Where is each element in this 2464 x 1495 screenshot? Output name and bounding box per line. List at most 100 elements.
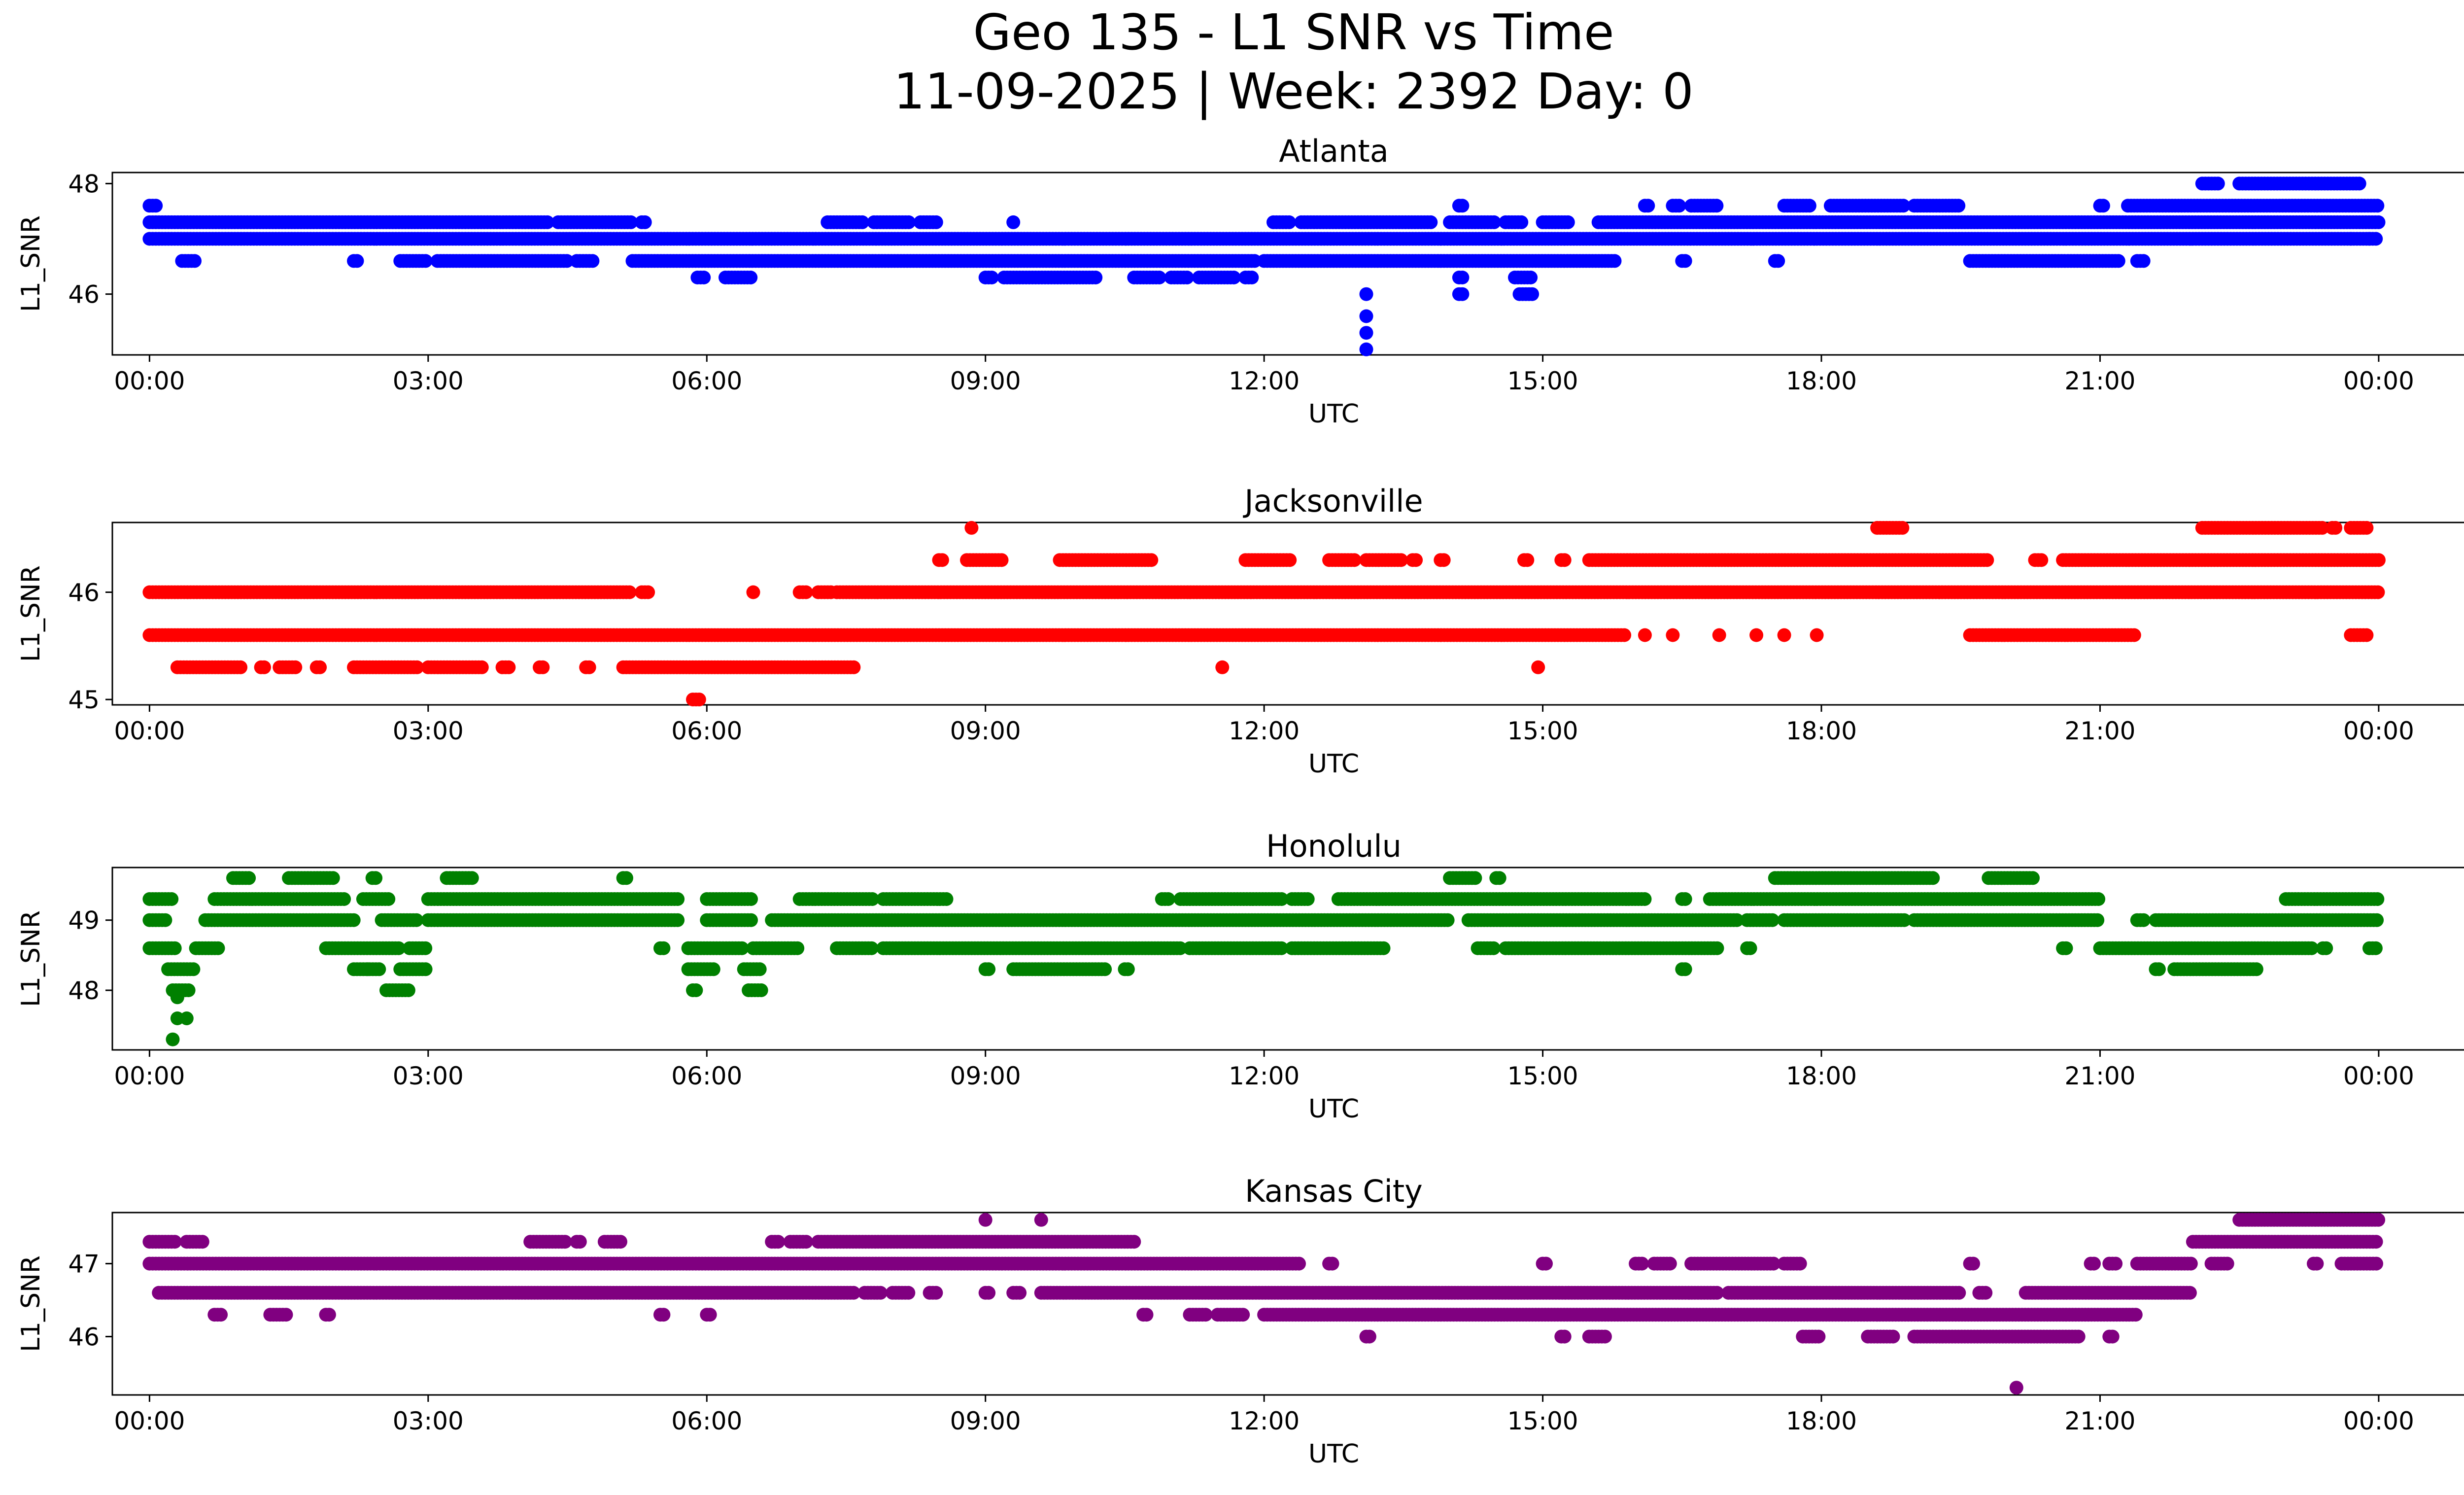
data-point (1089, 271, 1102, 284)
data-point (744, 913, 758, 927)
x-tick-label: 06:00 (671, 367, 742, 395)
data-point (2090, 913, 2104, 927)
x-tick-label: 15:00 (1507, 717, 1578, 745)
data-point (697, 271, 711, 284)
data-series-honolulu (142, 871, 2384, 1046)
data-point (288, 661, 302, 674)
data-point (1672, 199, 1686, 212)
data-point (671, 892, 684, 906)
data-point (847, 661, 860, 674)
y-tick-label: 46 (68, 578, 100, 607)
data-point (1524, 271, 1538, 284)
axes-frame (112, 522, 2464, 705)
data-point (1360, 343, 1373, 356)
data-point (2211, 176, 2225, 190)
data-point (2370, 892, 2384, 906)
data-point (1455, 199, 1469, 212)
data-point (1283, 553, 1297, 567)
data-point (1153, 271, 1166, 284)
data-point (1951, 199, 1965, 212)
data-point (656, 941, 670, 955)
x-tick-label: 03:00 (393, 717, 464, 745)
data-point (1641, 199, 1655, 212)
data-point (1245, 271, 1259, 284)
y-tick-label: 49 (68, 906, 100, 935)
data-point (1215, 661, 1229, 674)
data-point (347, 913, 361, 927)
y-axis-label: L1_SNR (16, 215, 46, 312)
data-point (418, 941, 432, 955)
data-point (350, 254, 364, 268)
data-point (1558, 553, 1572, 567)
x-tick-label: 06:00 (671, 1062, 742, 1090)
data-point (1514, 215, 1528, 229)
data-point (2328, 521, 2342, 535)
figure-title-line1: Geo 135 - L1 SNR vs Time (973, 3, 1614, 61)
x-tick-label: 21:00 (2064, 367, 2135, 395)
data-point (1678, 892, 1692, 906)
data-point (2360, 628, 2373, 642)
data-point (1301, 892, 1315, 906)
y-tick-label: 46 (68, 280, 100, 309)
data-point (165, 892, 178, 906)
x-tick-label: 06:00 (671, 717, 742, 745)
data-point (149, 199, 163, 212)
data-point (671, 913, 684, 927)
data-point (1360, 287, 1373, 301)
x-axis-label: UTC (1308, 749, 1359, 779)
data-point (2371, 586, 2385, 599)
data-point (585, 254, 599, 268)
subplot-atlanta: Atlanta00:0003:0006:0009:0012:0015:0018:… (16, 133, 2464, 429)
data-point (623, 586, 637, 599)
data-point (747, 586, 760, 599)
data-point (1678, 254, 1692, 268)
data-point (692, 693, 706, 706)
data-point (985, 271, 999, 284)
y-tick-label: 48 (68, 170, 100, 198)
data-point (1561, 215, 1575, 229)
subplot-jacksonville: Jacksonville00:0003:0006:0009:0012:0015:… (16, 483, 2464, 779)
data-point (313, 661, 327, 674)
data-point (188, 254, 202, 268)
data-point (935, 553, 949, 567)
data-point (1455, 271, 1469, 284)
data-point (638, 215, 652, 229)
data-point (2372, 215, 2386, 229)
data-series-atlanta (142, 176, 2385, 356)
data-point (2112, 254, 2125, 268)
data-point (1006, 215, 1020, 229)
data-point (2096, 199, 2110, 212)
data-point (2370, 199, 2384, 212)
x-tick-label: 09:00 (950, 717, 1021, 745)
data-point (337, 892, 351, 906)
data-point (2344, 232, 2358, 246)
data-point (158, 913, 172, 927)
data-point (1638, 892, 1652, 906)
data-point (257, 661, 271, 674)
x-tick-label: 12:00 (1229, 717, 1300, 745)
x-tick-label: 18:00 (1786, 1062, 1857, 1090)
data-point (1347, 553, 1361, 567)
data-point (2370, 913, 2384, 927)
data-point (744, 271, 757, 284)
data-point (475, 661, 489, 674)
data-point (1803, 199, 1816, 212)
data-point (2137, 254, 2151, 268)
data-point (1441, 913, 1455, 927)
x-tick-label: 00:00 (114, 717, 185, 745)
x-tick-label: 21:00 (2064, 1062, 2135, 1090)
data-point (1455, 287, 1469, 301)
data-series-jacksonville (142, 521, 2386, 706)
data-point (1771, 254, 1785, 268)
data-point (1778, 628, 1791, 642)
data-point (1360, 310, 1373, 323)
data-point (211, 941, 225, 955)
data-point (1749, 628, 1763, 642)
data-point (1712, 628, 1726, 642)
data-point (2091, 892, 2105, 906)
y-tick-label: 45 (68, 686, 100, 714)
y-axis-label: L1_SNR (16, 565, 46, 662)
x-axis-label: UTC (1308, 1094, 1359, 1124)
data-point (2034, 553, 2048, 567)
x-tick-label: 00:00 (2343, 367, 2414, 395)
